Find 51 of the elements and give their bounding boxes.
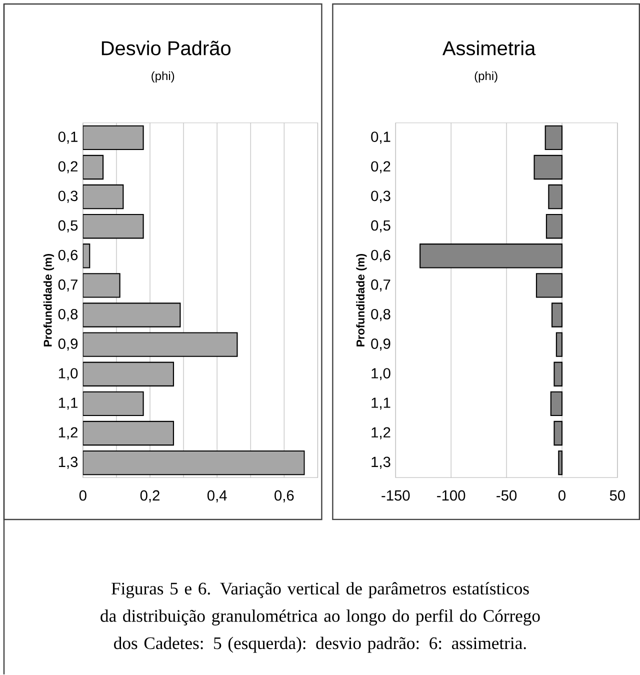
bar <box>82 420 174 446</box>
x-tick-label: -50 <box>496 490 516 501</box>
y-tick-label: 0,5 <box>58 220 78 232</box>
y-tick-label: 0,6 <box>58 250 78 262</box>
y-tick-label: 0,2 <box>58 161 78 174</box>
bar <box>82 273 120 298</box>
x-tick-label: 0,4 <box>207 490 227 502</box>
bar <box>82 125 144 150</box>
y-tick-label: 1,0 <box>58 368 78 380</box>
y-tick-label: 0,6 <box>370 250 390 262</box>
y-tick-label: 0,8 <box>370 308 390 322</box>
bar <box>82 391 144 416</box>
y-tick-label: 0,1 <box>58 132 78 144</box>
chart-title: Assimetria <box>442 40 536 56</box>
x-tick-label: 0,2 <box>140 490 160 502</box>
y-axis-title: Profundidade (m) <box>43 254 54 346</box>
bar <box>82 450 305 476</box>
y-tick-label: 0,1 <box>370 132 390 144</box>
x-tick-label: 0,6 <box>274 490 294 502</box>
chart-title: Desvio Padrão <box>102 40 230 56</box>
x-tick-label: 0 <box>79 490 86 501</box>
y-tick-label: 0,7 <box>370 279 390 292</box>
bar <box>82 332 238 357</box>
y-tick-label: 0,8 <box>58 308 78 322</box>
x-tick-label: 50 <box>610 490 625 501</box>
y-tick-label: 1,2 <box>58 427 78 440</box>
y-tick-label: 0,3 <box>370 190 390 203</box>
y-tick-label: 1,1 <box>371 398 390 410</box>
y-tick-label: 1,0 <box>371 368 390 380</box>
y-tick-label: 0,2 <box>370 161 390 174</box>
x-tick-label: -150 <box>381 490 410 501</box>
y-tick-label: 0,3 <box>58 190 78 203</box>
text: Figuras 5 e 6. Variação vertical de parâmetros estatísticos da distribuição granulométrica ao longo do perfil do Córrego dos Cadetes: 5 (esquerda): desvio padrão: 6: assimetria. <box>100 582 540 653</box>
y-tick-label: 1,3 <box>58 456 78 469</box>
chart-subtitle: (phi) <box>474 71 498 83</box>
bar <box>82 362 174 386</box>
y-tick-label: 0,5 <box>370 220 390 232</box>
y-tick-label: 1,1 <box>58 398 78 410</box>
x-tick-label: -100 <box>436 490 465 501</box>
bar <box>82 214 144 239</box>
x-tick-label: 0 <box>558 490 566 501</box>
y-tick-label: 0,9 <box>58 338 78 351</box>
y-tick-label: 0,7 <box>58 279 78 292</box>
y-tick-label: 1,2 <box>371 427 390 440</box>
bar <box>82 184 124 210</box>
y-tick-label: 0,9 <box>370 338 390 351</box>
chart-subtitle: (phi) <box>151 71 174 83</box>
y-axis-title: Profundidade (m) <box>356 254 367 346</box>
bar <box>82 302 181 328</box>
bar <box>82 154 104 180</box>
y-tick-label: 1,3 <box>371 456 390 469</box>
